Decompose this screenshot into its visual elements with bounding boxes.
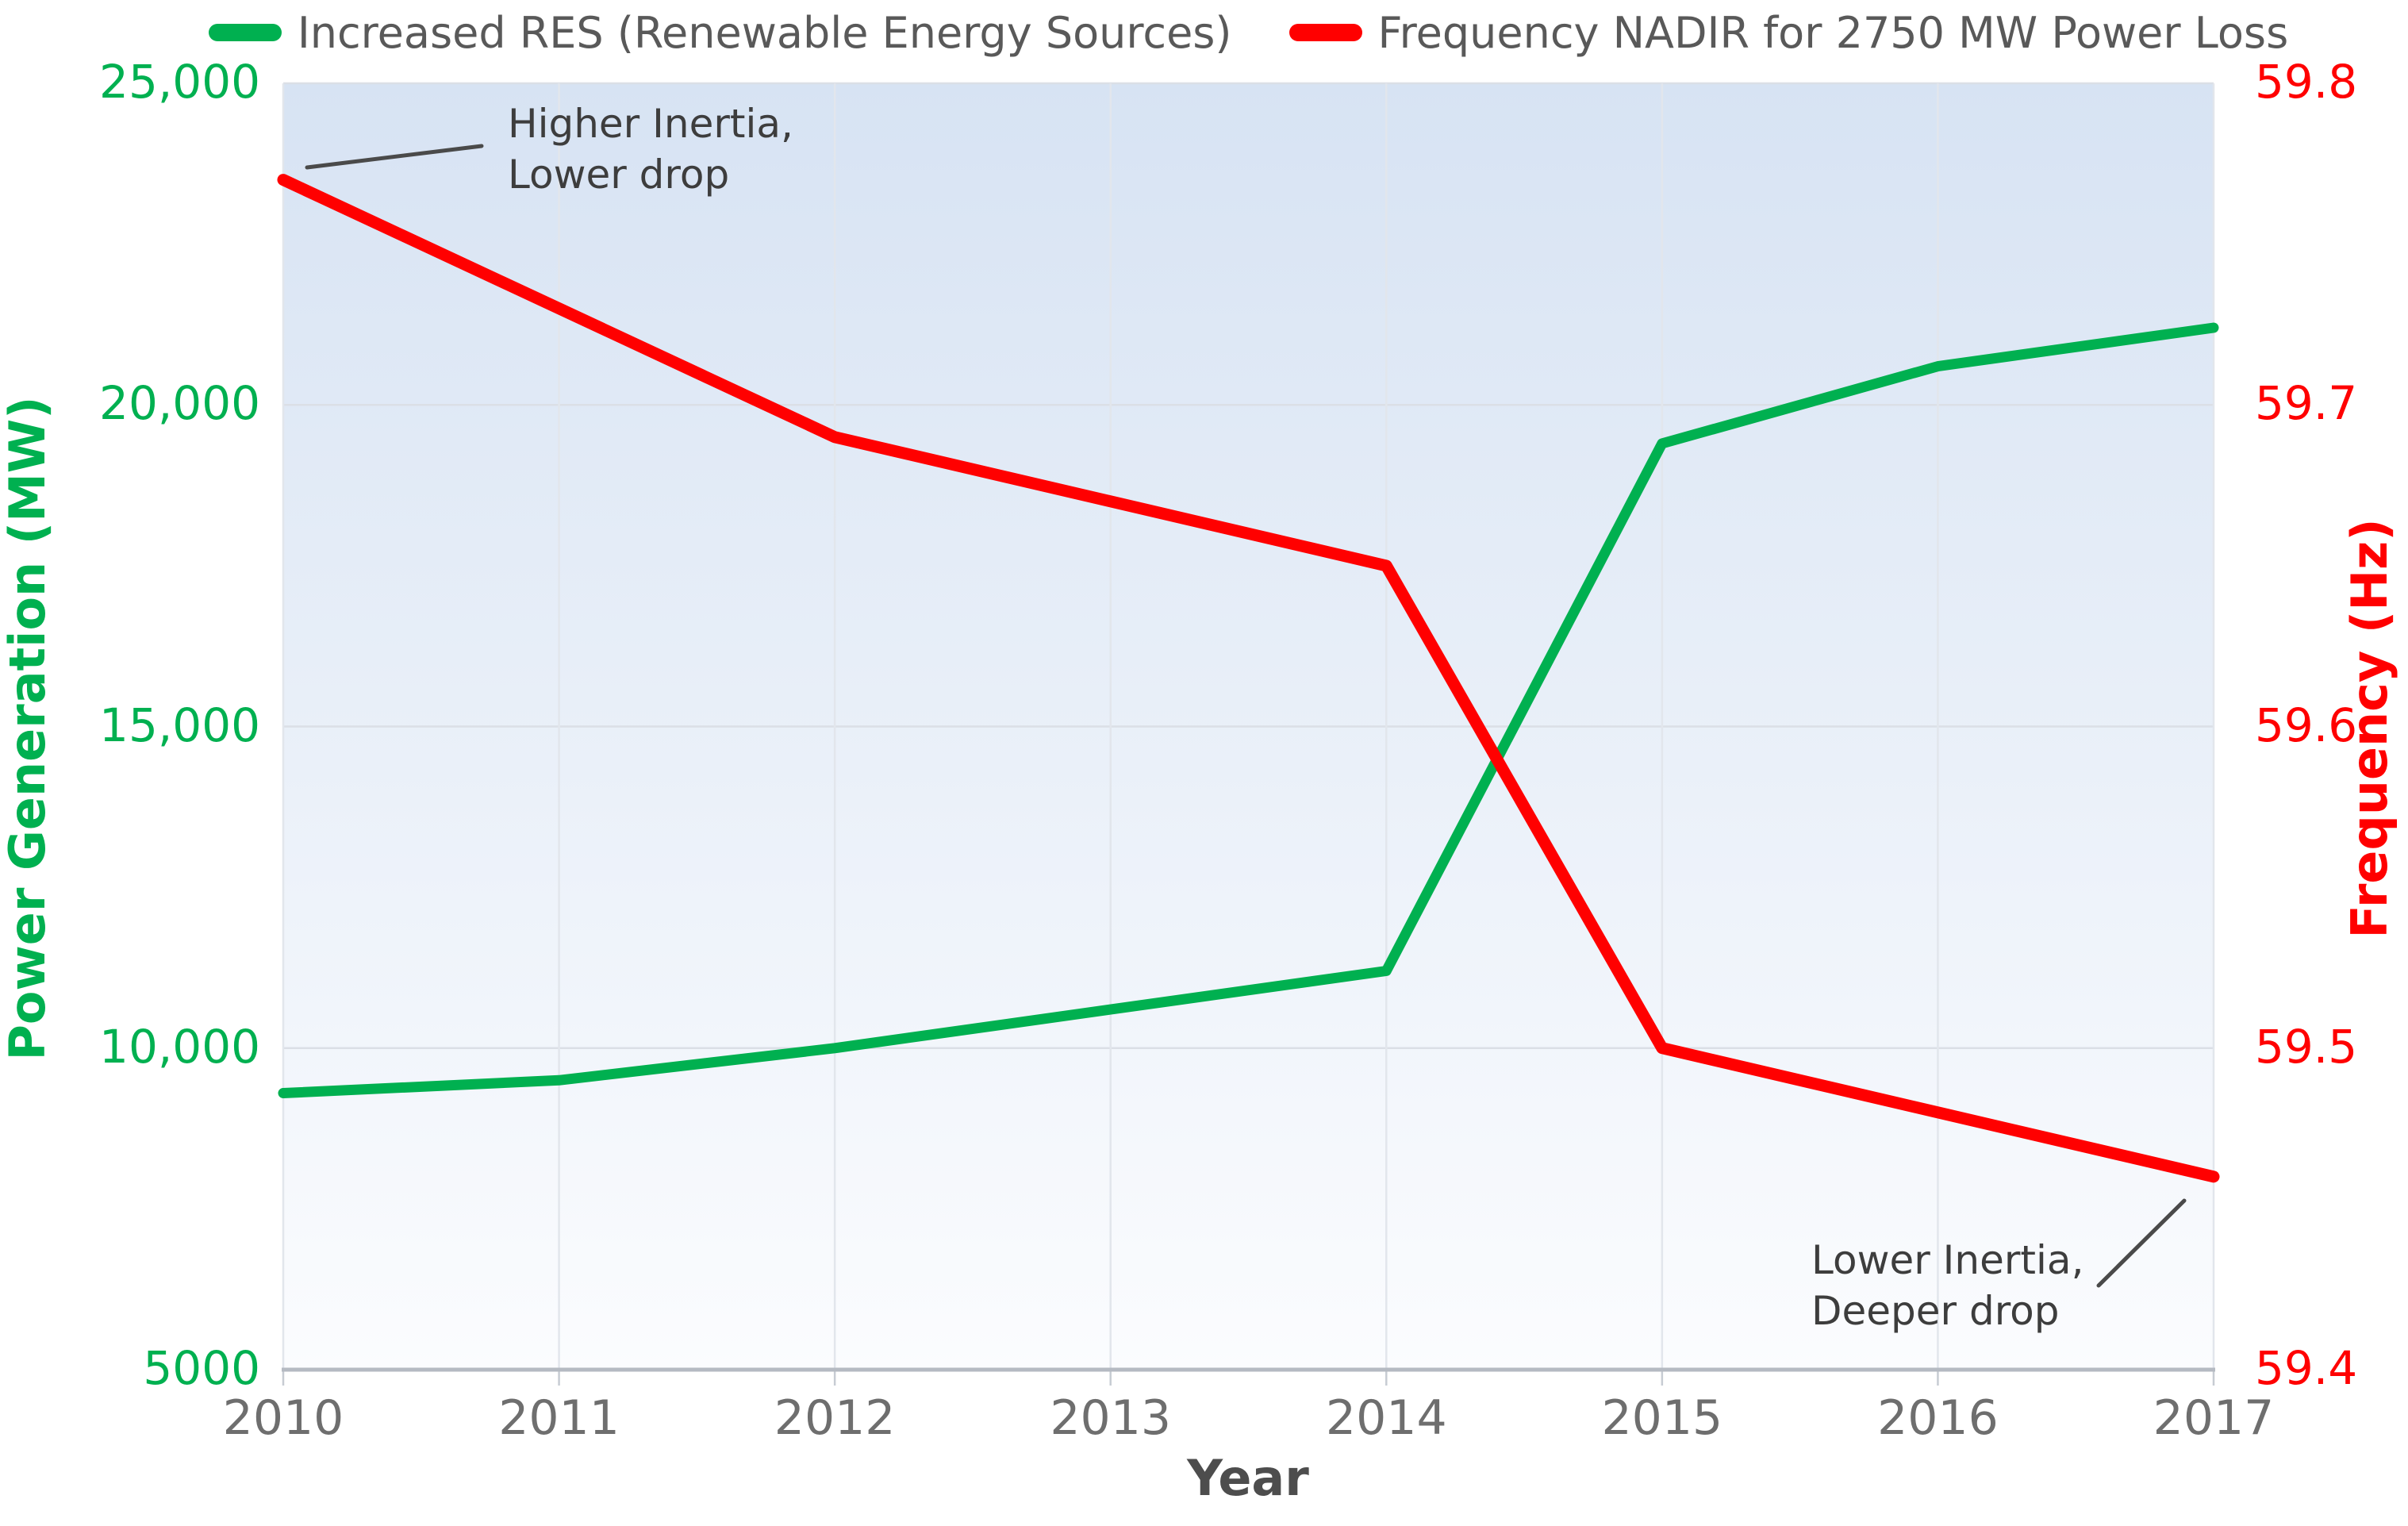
x-axis-tick-label: 2014	[1325, 1390, 1447, 1446]
x-axis-title: Year	[1187, 1449, 1309, 1507]
right-axis-tick-label: 59.5	[2255, 1019, 2358, 1074]
annotation-line: Higher Inertia,	[508, 101, 793, 147]
x-axis-tick-label: 2010	[222, 1390, 344, 1446]
x-axis-tick-label: 2016	[1877, 1390, 1999, 1446]
x-axis-tick-label: 2012	[774, 1390, 896, 1446]
frequency-line	[277, 174, 2220, 1183]
right-axis-tick-label: 59.4	[2255, 1341, 2358, 1395]
x-axis-tick-label: 2011	[498, 1390, 620, 1446]
legend-item-res: Increased RES (Renewable Energy Sources)	[208, 7, 1232, 58]
annotation-leader-line-lower-inertia	[2096, 1198, 2187, 1288]
annotation-line: Deeper drop	[1811, 1288, 2060, 1334]
legend: Increased RES (Renewable Energy Sources)…	[208, 5, 2288, 60]
left-axis-tick-label: 5000	[143, 1341, 260, 1395]
x-axis-tick-label: 2017	[2153, 1390, 2275, 1446]
left-axis-tick-label: 10,000	[99, 1019, 260, 1074]
annotation-lower-inertia: Lower Inertia, Deeper drop	[1811, 1235, 2083, 1336]
annotation-line: Lower Inertia,	[1811, 1237, 2084, 1283]
res-legend-swatch	[208, 24, 282, 41]
right-axis-tick-label: 59.6	[2255, 698, 2358, 752]
series-lines	[277, 174, 2220, 1183]
x-axis-tick-label: 2013	[1050, 1390, 1172, 1446]
annotation-line: Lower drop	[508, 152, 730, 198]
annotation-leader-line-higher-inertia	[305, 144, 484, 170]
left-axis-tick-label: 20,000	[99, 376, 260, 431]
res-line	[278, 322, 2219, 1098]
res-legend-label: Increased RES (Renewable Energy Sources)	[297, 7, 1232, 58]
left-axis-tick-label: 15,000	[99, 698, 260, 752]
legend-item-frequency: Frequency NADIR for 2750 MW Power Loss	[1288, 7, 2289, 58]
x-axis-tick-label: 2015	[1601, 1390, 1723, 1446]
gridlines	[282, 82, 2215, 1386]
frequency-legend-swatch	[1288, 24, 1362, 41]
frequency-legend-label: Frequency NADIR for 2750 MW Power Loss	[1377, 7, 2289, 58]
right-axis-tick-label: 59.7	[2255, 376, 2358, 431]
left-axis-tick-label: 25,000	[99, 55, 260, 109]
annotation-higher-inertia: Higher Inertia, Lower drop	[508, 98, 793, 200]
right-axis-tick-label: 59.8	[2255, 55, 2358, 109]
